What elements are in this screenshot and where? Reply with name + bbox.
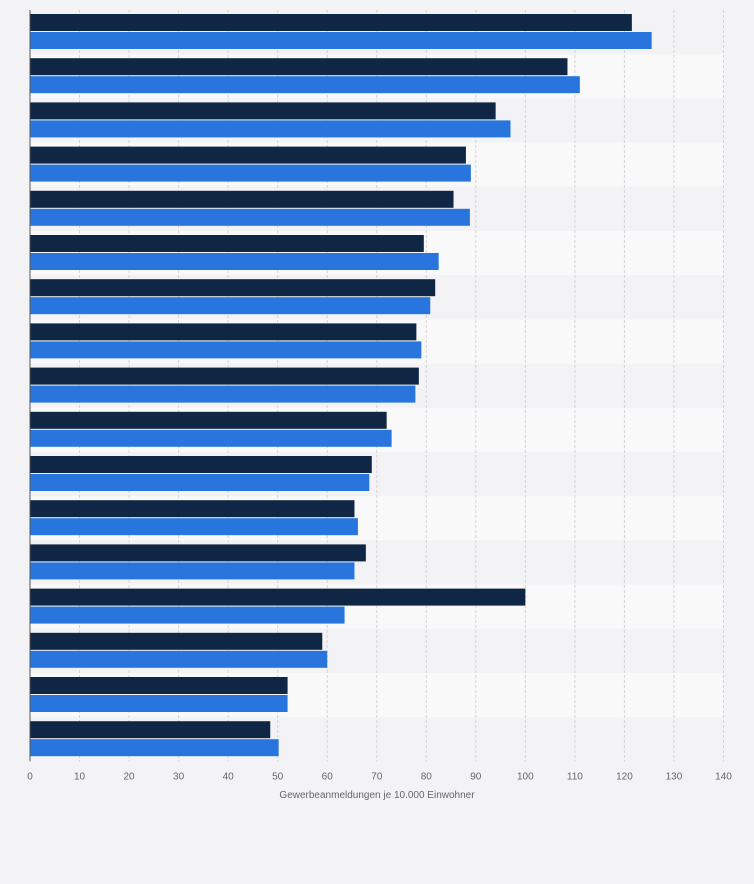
bar-series-2 bbox=[30, 474, 370, 491]
bar-series-1 bbox=[30, 588, 526, 606]
bar-series-2 bbox=[30, 518, 358, 536]
x-tick-label: 20 bbox=[124, 771, 136, 782]
bar-series-2 bbox=[30, 562, 355, 580]
bar-series-1 bbox=[30, 677, 288, 694]
bar-series-1 bbox=[30, 323, 417, 341]
x-tick-label: 110 bbox=[567, 771, 583, 782]
bar-series-2 bbox=[30, 739, 279, 757]
x-tick-label: 10 bbox=[74, 771, 86, 782]
bar-series-2 bbox=[30, 297, 431, 315]
x-tick-label: 70 bbox=[371, 771, 383, 782]
bar-series-1 bbox=[30, 14, 632, 31]
bar-series-2 bbox=[30, 650, 328, 668]
x-tick-label: 60 bbox=[322, 771, 334, 782]
bar-series-2 bbox=[30, 120, 511, 138]
x-tick-label: 40 bbox=[223, 771, 235, 782]
bar-series-1 bbox=[30, 544, 366, 562]
x-tick-label: 80 bbox=[421, 771, 433, 782]
bar-series-2 bbox=[30, 253, 439, 270]
bar-series-1 bbox=[30, 146, 466, 164]
bar-series-1 bbox=[30, 632, 323, 650]
bar-series-1 bbox=[30, 102, 496, 120]
x-tick-label: 50 bbox=[272, 771, 284, 782]
bar-series-1 bbox=[30, 456, 372, 473]
bar-series-2 bbox=[30, 76, 580, 94]
bar-series-1 bbox=[30, 190, 454, 208]
bar-series-2 bbox=[30, 208, 470, 226]
x-tick-label: 30 bbox=[173, 771, 185, 782]
bar-series-1 bbox=[30, 500, 355, 518]
bar-series-2 bbox=[30, 385, 416, 403]
bar-series-1 bbox=[30, 411, 387, 429]
bar-series-2 bbox=[30, 606, 345, 624]
x-tick-label: 120 bbox=[616, 771, 633, 782]
x-tick-label: 0 bbox=[27, 771, 33, 782]
x-tick-label: 130 bbox=[666, 771, 683, 782]
bar-series-2 bbox=[30, 429, 392, 447]
bar-series-2 bbox=[30, 32, 652, 49]
bar-series-2 bbox=[30, 695, 288, 712]
bar-series-2 bbox=[30, 341, 422, 359]
x-tick-label: 100 bbox=[517, 771, 534, 782]
bar-series-1 bbox=[30, 58, 568, 76]
bar-series-2 bbox=[30, 164, 471, 182]
bar-series-1 bbox=[30, 367, 419, 385]
bar-series-1 bbox=[30, 235, 424, 252]
x-tick-label: 90 bbox=[470, 771, 482, 782]
x-tick-label: 140 bbox=[715, 771, 732, 782]
bar-series-1 bbox=[30, 721, 271, 739]
x-axis-label: Gewerbeanmeldungen je 10.000 Einwohner bbox=[279, 790, 475, 801]
bar-series-1 bbox=[30, 279, 436, 297]
